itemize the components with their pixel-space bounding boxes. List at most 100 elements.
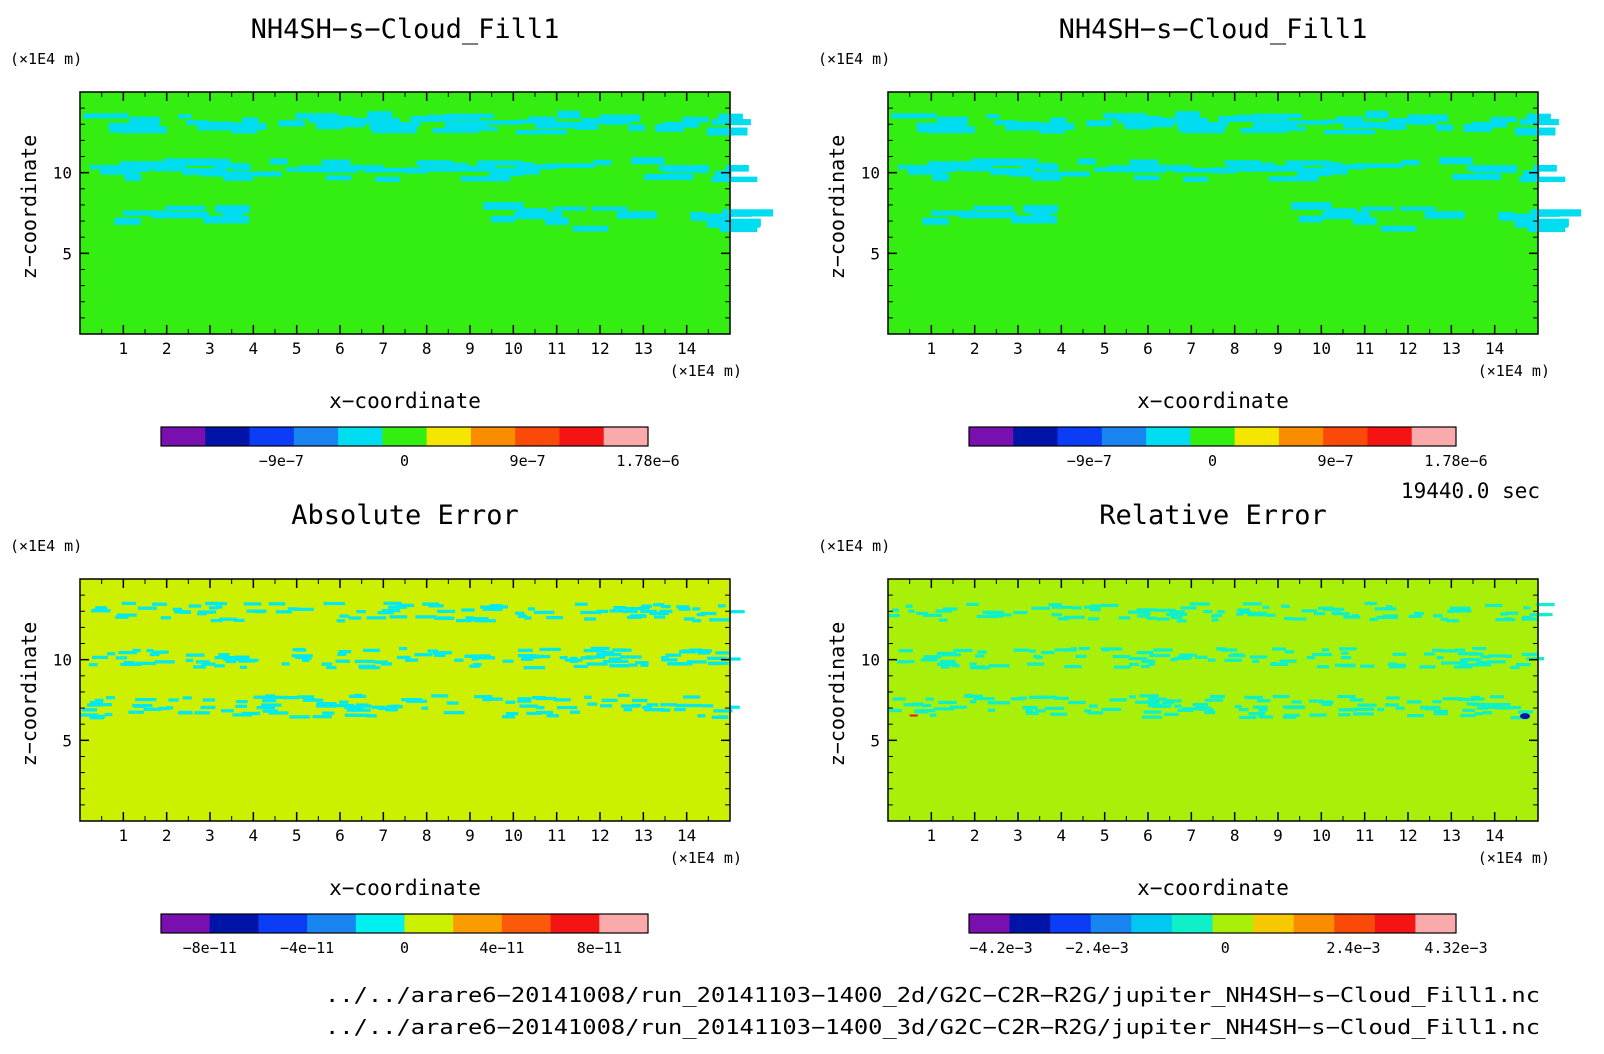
cloud-cell: [1364, 601, 1377, 606]
cloud-cell: [1494, 706, 1514, 710]
colorbar-segment: [307, 914, 357, 933]
cloud-cell: [970, 666, 991, 670]
cloud-cell: [115, 656, 128, 660]
cloud-cell: [236, 700, 248, 704]
cloud-cell: [87, 703, 105, 707]
cloud-cell: [1518, 710, 1534, 714]
cloud-cell: [1258, 715, 1266, 719]
cloud-cell: [969, 700, 977, 704]
cloud-cell: [254, 609, 265, 614]
colorbar-segment: [1090, 914, 1132, 933]
cloud-cell: [1147, 697, 1161, 701]
cloud-cell: [1164, 699, 1182, 703]
cloud-cell: [1149, 653, 1171, 658]
cloud-cell: [959, 211, 982, 219]
cloud-cell: [1027, 662, 1045, 666]
cloud-cell: [1499, 216, 1533, 222]
cloud-cell: [1340, 664, 1356, 668]
cloud-cell: [1521, 617, 1538, 621]
cloud-cell: [1533, 164, 1557, 172]
y-tick-label: 10: [861, 651, 880, 670]
cloud-cell: [711, 715, 729, 719]
cloud-cell: [966, 602, 979, 606]
error-spot: [1520, 713, 1530, 720]
cloud-cell: [159, 650, 169, 654]
cloud-cell: [640, 663, 649, 667]
cloud-cell: [316, 702, 337, 706]
cloud-cell: [1408, 614, 1422, 618]
cloud-cell: [661, 708, 671, 712]
cloud-cell: [355, 703, 369, 707]
cloud-cell: [214, 656, 236, 660]
cloud-cell: [1319, 700, 1334, 704]
cloud-cell: [200, 705, 216, 710]
cloud-cell: [336, 165, 384, 171]
colorbar-tick-label: 4e−11: [479, 939, 524, 957]
cloud-cell: [1176, 619, 1187, 623]
cloud-cell: [1207, 708, 1215, 712]
colorbar-tick-label: 1.78e−6: [1424, 452, 1487, 470]
cloud-cell: [700, 611, 717, 616]
cloud-cell: [1322, 648, 1329, 652]
cloud-cell: [1051, 613, 1062, 617]
cloud-cell: [1094, 167, 1121, 172]
cloud-cell: [1086, 120, 1113, 127]
cloud-cell: [486, 697, 503, 701]
cloud-cell: [515, 162, 534, 170]
cloud-cell: [1228, 654, 1246, 658]
cloud-cell: [1446, 619, 1459, 623]
cloud-cell: [364, 167, 407, 173]
cloud-cell: [168, 698, 179, 702]
cloud-cell: [1291, 202, 1332, 210]
cloud-cell: [682, 116, 709, 123]
cloud-cell: [701, 704, 714, 708]
cloud-cell: [683, 617, 695, 621]
cloud-cell: [513, 211, 563, 220]
colorbar-segment: [1009, 914, 1051, 933]
cloud-cell: [83, 113, 129, 119]
cloud-cell: [1156, 617, 1170, 621]
cloud-cell: [383, 601, 402, 605]
cloud-cell: [210, 618, 223, 623]
cloud-cell: [1360, 206, 1395, 211]
cloud-cell: [940, 665, 950, 669]
colorbar-segment: [1101, 427, 1147, 446]
x-tick-label: 4: [249, 826, 259, 845]
cloud-cell: [1395, 663, 1407, 667]
cloud-cell: [445, 165, 496, 172]
cloud-cell: [336, 619, 346, 623]
cloud-cell: [1252, 705, 1268, 709]
cloud-cell: [158, 706, 170, 711]
cloud-cell: [587, 702, 598, 706]
cloud-cell: [1283, 616, 1293, 621]
cloud-cell: [268, 711, 289, 715]
cloud-cell: [1258, 708, 1268, 712]
cloud-cell: [1180, 128, 1225, 134]
cloud-cell: [1010, 697, 1024, 701]
cloud-cell: [1088, 617, 1100, 621]
cloud-cell: [1189, 602, 1210, 606]
cloud-cell: [1480, 655, 1492, 659]
cloud-cell: [321, 159, 351, 165]
cloud-cell: [390, 704, 400, 708]
cloud-cell: [178, 711, 193, 715]
cloud-cell: [339, 614, 350, 618]
cloud-cell: [1239, 715, 1257, 719]
cloud-cell: [1449, 606, 1471, 610]
cloud-cell: [995, 613, 1012, 617]
cloud-cell: [505, 712, 519, 716]
cloud-cell: [242, 117, 259, 125]
cloud-cell: [1336, 116, 1364, 124]
cloud-cell: [1089, 608, 1101, 612]
cloud-cell: [591, 206, 628, 211]
cloud-cell: [729, 610, 745, 614]
time-annotation: 19440.0 sec: [1401, 479, 1540, 503]
x-tick-label: 10: [1312, 339, 1331, 358]
cloud-cell: [552, 206, 587, 211]
cloud-cell: [953, 648, 973, 653]
cloud-cell: [631, 698, 648, 703]
cloud-cell: [443, 710, 465, 715]
cloud-cell: [321, 662, 332, 666]
y-unit-label: (×1E4 m): [818, 50, 890, 68]
colorbar-segment: [258, 914, 308, 933]
